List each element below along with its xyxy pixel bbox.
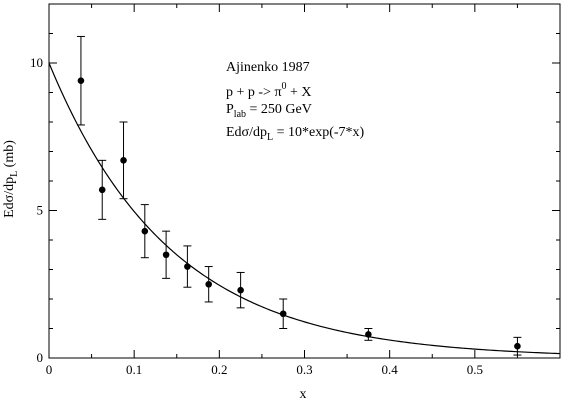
data-point: [237, 286, 244, 294]
plot-frame: [48, 3, 561, 359]
y-axis-label-unit: (mb): [2, 140, 17, 171]
x-tick-label: 0.5: [467, 362, 483, 377]
annotation-line-3: Plab = 250 GeV: [226, 102, 312, 120]
x-axis-label: x: [300, 387, 307, 402]
x-tick-label: 0: [46, 362, 53, 377]
annotation-line-3-sub: lab: [234, 109, 246, 120]
data-point: [120, 157, 127, 164]
annotation: Ajinenko 1987 p + p -> π0 + X Plab = 250…: [226, 60, 365, 143]
annotation-line-4: Edσ/dpL = 10*exp(-7*x): [226, 125, 365, 143]
annotation-line-4-post: = 10*exp(-7*x): [273, 125, 364, 140]
annotation-line-3-pre: P: [226, 102, 234, 117]
data-point: [141, 227, 149, 235]
annotation-line-1: Ajinenko 1987: [226, 60, 310, 75]
x-tick-label: 0.1: [126, 362, 142, 377]
annotation-line-4-pre: Edσ/dp: [226, 125, 267, 140]
y-axis-label-sub: L: [9, 171, 20, 177]
tick-labels: 0 0.1 0.2 0.3 0.4 0.5 0 5 10: [30, 55, 483, 377]
data-point: [162, 251, 170, 259]
y-tick-label: 0: [37, 350, 44, 365]
annotation-line-2-pre: p + p -> π: [226, 85, 282, 100]
annotation-line-2-post: + X: [287, 85, 312, 100]
fit-curve: [48, 62, 561, 355]
data-points: [77, 77, 521, 350]
data-point: [279, 310, 287, 318]
data-point: [184, 263, 191, 270]
annotation-line-2: p + p -> π0 + X: [226, 81, 312, 100]
y-axis-label: Edσ/dpL (mb): [2, 140, 20, 218]
y-tick-label: 5: [37, 203, 44, 218]
y-axis-label-main: Edσ/dp: [2, 177, 17, 218]
data-point: [365, 331, 372, 338]
data-point: [98, 186, 106, 194]
data-point: [77, 77, 85, 84]
annotation-line-3-post: = 250 GeV: [246, 102, 312, 117]
data-point: [205, 280, 212, 288]
y-tick-label: 10: [30, 55, 43, 70]
x-tick-label: 0.4: [382, 362, 399, 377]
annotation-line-4-sub: L: [267, 132, 273, 143]
data-point: [514, 342, 521, 350]
annotation-line-2-sup: 0: [282, 81, 287, 92]
x-tick-label: 0.3: [296, 362, 312, 377]
x-tick-label: 0.2: [211, 362, 227, 377]
